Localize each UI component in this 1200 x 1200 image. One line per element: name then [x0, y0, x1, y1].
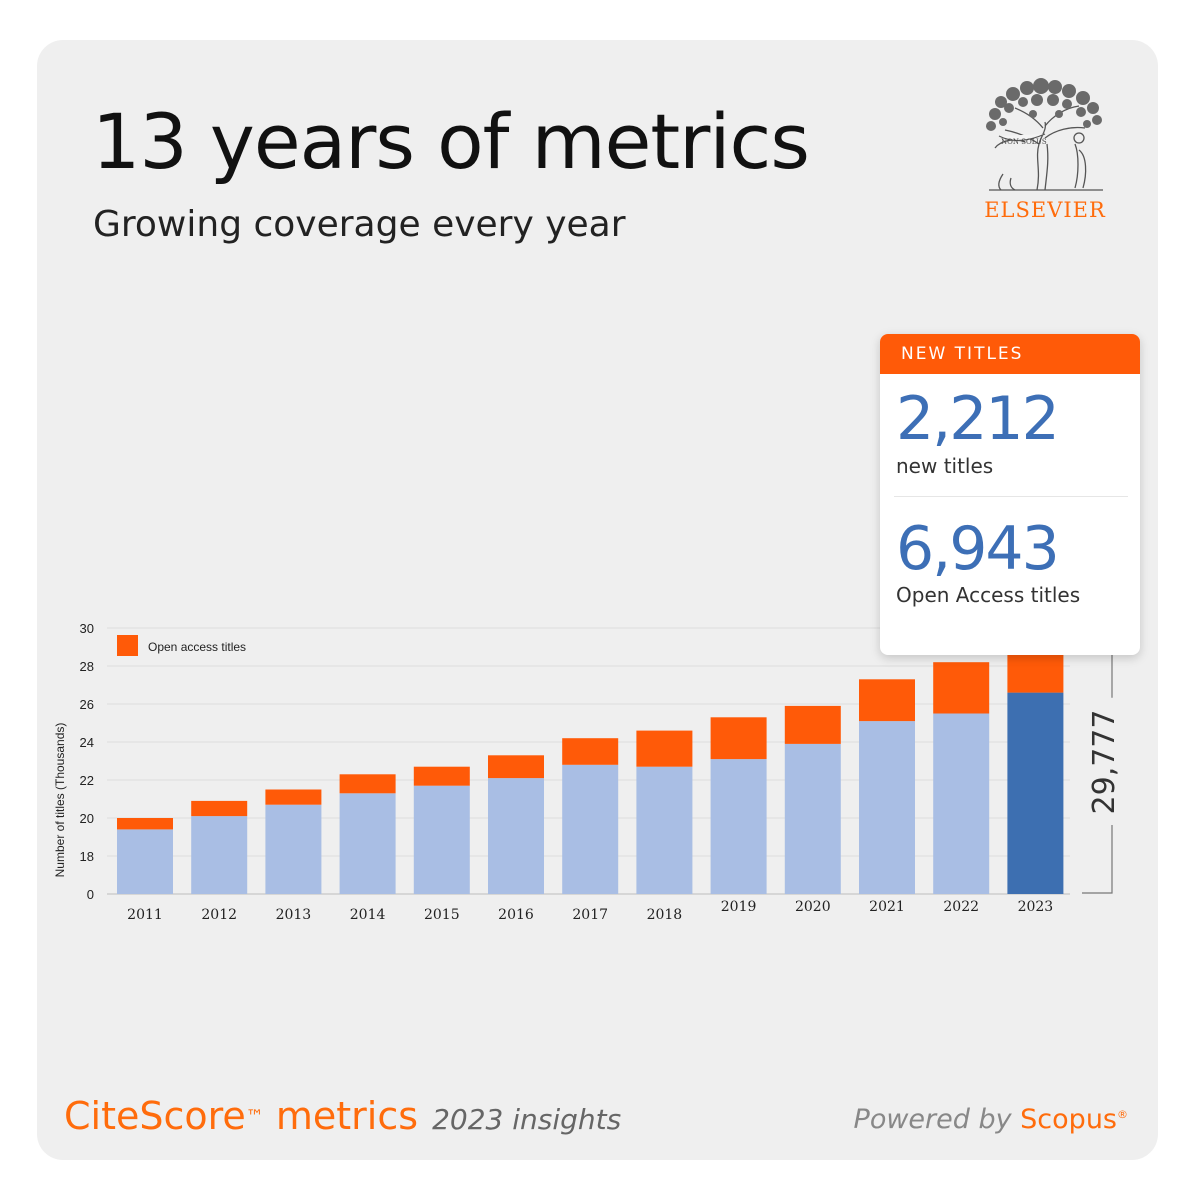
stat-card-header: NEW TITLES: [880, 334, 1140, 374]
total-titles-label: 29,777: [1087, 710, 1122, 815]
citescore-name: CiteScore: [64, 1094, 246, 1138]
bar-base-2015: [413, 785, 470, 894]
y-tick-label: 24: [80, 735, 94, 750]
page-subtitle: Growing coverage every year: [93, 204, 626, 245]
elsevier-logo: NON SOLUS ELSEVIER: [972, 78, 1118, 222]
legend-label: Open access titles: [148, 640, 246, 654]
y-tick-label: 0: [87, 887, 94, 902]
bar-open-access-2020: [784, 705, 841, 744]
oa-titles-label: Open Access titles: [896, 583, 1081, 607]
elsevier-tree-icon: NON SOLUS: [986, 78, 1103, 191]
bar-base-2012: [191, 816, 248, 894]
x-tick-label: 2022: [943, 899, 979, 915]
y-tick-label: 30: [80, 621, 94, 636]
citescore-suffix: metrics: [263, 1094, 419, 1138]
new-titles-label: new titles: [896, 454, 994, 478]
bar-open-access-2016: [488, 755, 544, 779]
y-tick-label: 28: [80, 659, 94, 674]
bar-open-access-2018: [636, 730, 693, 767]
legend-swatch: [117, 635, 138, 656]
bar-open-access-2014: [339, 774, 396, 794]
x-tick-label: 2013: [276, 907, 312, 923]
bar-open-access-2011: [117, 818, 173, 830]
y-tick-label: 20: [80, 811, 94, 826]
total-bracket-bottom: [1082, 825, 1113, 894]
new-titles-value: 2,212: [896, 384, 1060, 454]
powered-by-text: Powered by: [853, 1104, 1021, 1135]
bar-open-access-2015: [413, 766, 470, 786]
insight-year: 2023 insights: [432, 1103, 622, 1136]
x-tick-label: 2014: [350, 907, 386, 923]
scopus-branding: Powered by Scopus®: [854, 1104, 1128, 1135]
y-tick-label: 18: [80, 849, 94, 864]
bar-base-2016: [488, 778, 544, 894]
citescore-branding: CiteScore™ metrics 2023 insights: [64, 1094, 621, 1138]
x-tick-label: 2016: [498, 907, 534, 923]
x-tick-label: 2012: [201, 907, 237, 923]
oa-titles-value: 6,943: [896, 514, 1060, 584]
bar-base-2017: [562, 764, 619, 894]
x-tick-label: 2023: [1018, 899, 1054, 915]
bar-base-2019: [710, 759, 767, 894]
bar-base-2023: [1007, 692, 1064, 894]
x-tick-label: 2021: [869, 899, 905, 915]
x-tick-label: 2017: [572, 907, 608, 923]
registered-mark: ®: [1117, 1108, 1128, 1121]
x-tick-label: 2020: [795, 899, 831, 915]
bar-open-access-2013: [265, 789, 322, 805]
bar-open-access-2019: [710, 717, 767, 760]
bar-open-access-2017: [562, 738, 619, 765]
page-title: 13 years of metrics: [92, 97, 810, 186]
bar-base-2011: [117, 829, 173, 894]
y-tick-label: 26: [80, 697, 94, 712]
x-tick-label: 2015: [424, 907, 460, 923]
y-tick-label: 22: [80, 773, 94, 788]
elsevier-wordmark: ELSEVIER: [984, 198, 1106, 222]
logo-motto: NON SOLUS: [1001, 138, 1047, 146]
y-axis-label: Number of titles (Thousands): [53, 723, 67, 878]
new-titles-card: NEW TITLES 2,212 new titles 6,943 Open A…: [880, 334, 1140, 655]
stat-divider: [894, 496, 1128, 497]
x-tick-label: 2011: [127, 907, 163, 923]
scopus-name: Scopus: [1020, 1104, 1117, 1135]
x-tick-label: 2019: [721, 899, 757, 915]
bar-open-access-2022: [933, 662, 990, 714]
bar-base-2022: [933, 713, 990, 894]
bar-base-2021: [859, 721, 915, 894]
trademark-mark: ™: [245, 1106, 264, 1128]
bar-open-access-2012: [191, 800, 248, 817]
bar-base-2018: [636, 766, 693, 894]
bar-open-access-2021: [859, 679, 915, 722]
bar-base-2013: [265, 804, 322, 894]
x-tick-label: 2018: [647, 907, 683, 923]
bar-base-2020: [784, 743, 841, 894]
bar-base-2014: [339, 793, 396, 894]
